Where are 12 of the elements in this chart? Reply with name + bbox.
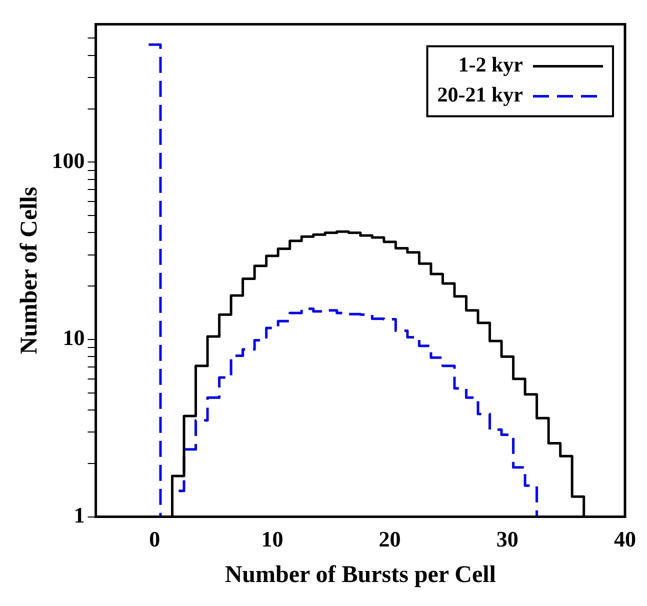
x-axis-title: Number of Bursts per Cell bbox=[224, 562, 496, 588]
x-tick-label: 40 bbox=[614, 526, 636, 552]
x-tick-label: 0 bbox=[149, 526, 160, 552]
legend-label: 20-21 kyr bbox=[437, 82, 523, 107]
x-tick-label: 30 bbox=[496, 526, 518, 552]
x-tick-label: 10 bbox=[261, 526, 284, 552]
y-tick-label: 10 bbox=[62, 325, 85, 350]
x-tick-label: 20 bbox=[378, 526, 401, 552]
y-axis-title: Number of Cells bbox=[16, 186, 43, 354]
legend-label: 1-2 kyr bbox=[458, 52, 523, 77]
y-tick-label: 1 bbox=[74, 502, 85, 528]
y-tick-label: 100 bbox=[52, 148, 85, 173]
